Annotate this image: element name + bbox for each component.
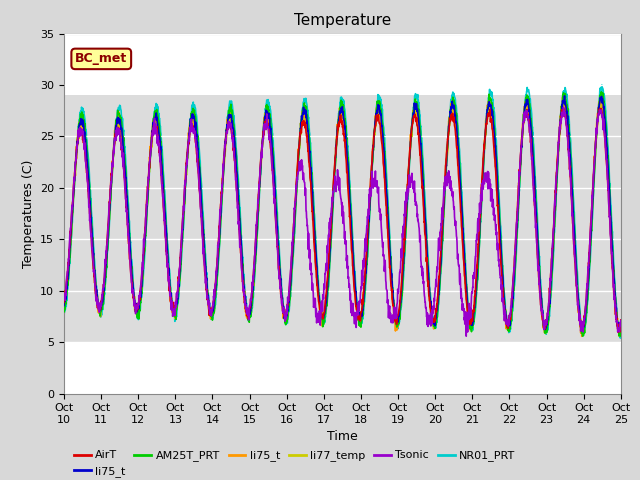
Text: BC_met: BC_met <box>75 52 127 65</box>
Bar <box>64 96 621 342</box>
Legend: AirT, li75_t, AM25T_PRT, li75_t, li77_temp, Tsonic, NR01_PRT: AirT, li75_t, AM25T_PRT, li75_t, li77_te… <box>70 446 520 480</box>
Y-axis label: Temperatures (C): Temperatures (C) <box>22 159 35 268</box>
Title: Temperature: Temperature <box>294 13 391 28</box>
X-axis label: Time: Time <box>327 431 358 444</box>
